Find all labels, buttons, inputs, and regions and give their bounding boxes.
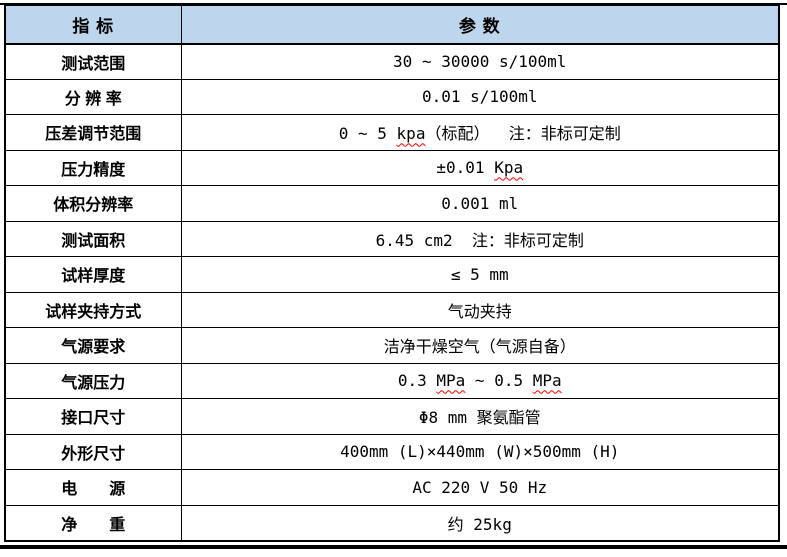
table-row: 电 源 AC 220 V 50 Hz (4, 469, 780, 506)
row-label: 测试面积 (4, 220, 182, 257)
row-label: 净 重 (4, 504, 182, 541)
value-text: 气动夹持 (447, 301, 512, 321)
value-text: ±0.01 (436, 158, 495, 178)
table-row: 试样夹持方式 气动夹持 (4, 291, 780, 328)
header-cell-indicator: 指 标 (4, 5, 182, 45)
row-label: 压力精度 (4, 149, 182, 186)
row-value: AC 220 V 50 Hz (180, 469, 780, 506)
row-value: Φ8 mm 聚氨酯管 (180, 398, 780, 435)
table-row: 接口尺寸 Φ8 mm 聚氨酯管 (4, 398, 780, 435)
table-row: 外形尺寸 400mm (L)×440mm (W)×500mm (H) (4, 433, 780, 470)
row-value: 约 25kg (180, 504, 780, 541)
misspelled-text: kpa (396, 124, 426, 144)
value-text: 30 ~ 30000 s/100ml (393, 52, 567, 71)
row-value: 0.001 ml (180, 185, 780, 222)
row-label: 压差调节范围 (4, 114, 182, 151)
row-value: 0.3 MPa ~ 0.5 MPa (180, 362, 780, 399)
table-row: 气源压力 0.3 MPa ~ 0.5 MPa (4, 362, 780, 399)
value-text: ≤ 5 mm (450, 264, 509, 284)
row-value: 400mm (L)×440mm (W)×500mm (H) (180, 433, 780, 470)
value-text: （标配） 注：非标可定制 (425, 124, 621, 144)
table-row: 体积分辨率 0.001 ml (4, 185, 780, 222)
row-label: 测试范围 (4, 43, 182, 80)
row-value: 6.45 cm2 注：非标可定制 (180, 220, 780, 257)
spec-table: 指 标 参 数 测试范围 30 ~ 30000 s/100ml 分 辨 率 0.01 … (4, 5, 780, 542)
row-value: 0 ~ 5 kpa（标配） 注：非标可定制 (180, 114, 780, 151)
value-text: 洁净干燥空气（气源自备） (383, 337, 576, 357)
value-text: 400mm (L)×440mm (W)×500mm (H) (340, 442, 620, 462)
row-value: ≤ 5 mm (180, 256, 780, 293)
row-label: 体积分辨率 (4, 185, 182, 222)
top-border-rule (0, 3, 787, 5)
value-text: AC 220 V 50 Hz (412, 477, 548, 497)
bottom-border-rule (0, 545, 787, 549)
row-value: ±0.01 Kpa (180, 149, 780, 186)
value-text: 6.45 cm2 注：非标可定制 (375, 230, 584, 250)
table-row: 测试范围 30 ~ 30000 s/100ml (4, 43, 780, 80)
value-text: 0 ~ 5 (338, 124, 397, 144)
row-label: 外形尺寸 (4, 433, 182, 470)
row-label: 分 辨 率 (4, 78, 182, 115)
table-header-row: 指 标 参 数 (4, 5, 780, 45)
row-label: 试样夹持方式 (4, 291, 182, 328)
table-row: 气源要求 洁净干燥空气（气源自备） (4, 327, 780, 364)
table-header: 指 标 参 数 (4, 5, 780, 45)
row-label: 接口尺寸 (4, 398, 182, 435)
header-cell-parameter: 参 数 (180, 5, 780, 45)
row-value: 洁净干燥空气（气源自备） (180, 327, 780, 364)
misspelled-text: Kpa (494, 158, 524, 178)
row-label: 电 源 (4, 469, 182, 506)
table-row: 压力精度 ±0.01 Kpa (4, 149, 780, 186)
misspelled-text: MPa (436, 371, 466, 391)
row-label: 试样厚度 (4, 256, 182, 293)
table-row: 分 辨 率 0.01 s/100ml (4, 78, 780, 115)
value-text: 0.01 s/100ml (421, 87, 538, 107)
table-body: 测试范围 30 ~ 30000 s/100ml 分 辨 率 0.01 s/100ml 压… (4, 43, 780, 541)
value-text: 约 25kg (447, 514, 512, 534)
table-row: 压差调节范围 0 ~ 5 kpa（标配） 注：非标可定制 (4, 114, 780, 151)
table-row: 净 重 约 25kg (4, 504, 780, 541)
row-label: 气源压力 (4, 362, 182, 399)
value-text: Φ8 mm 聚氨酯管 (418, 408, 541, 428)
value-text: 0.001 ml (441, 193, 519, 213)
table-row: 试样厚度 ≤ 5 mm (4, 256, 780, 293)
row-value: 0.01 s/100ml (180, 78, 780, 115)
row-value: 气动夹持 (180, 291, 780, 328)
row-value: 30 ~ 30000 s/100ml (180, 43, 780, 80)
value-text: ~ 0.5 (465, 371, 533, 391)
misspelled-text: MPa (532, 371, 562, 391)
table-row: 测试面积 6.45 cm2 注：非标可定制 (4, 220, 780, 257)
row-label: 气源要求 (4, 327, 182, 364)
value-text: 0.3 (397, 371, 437, 391)
